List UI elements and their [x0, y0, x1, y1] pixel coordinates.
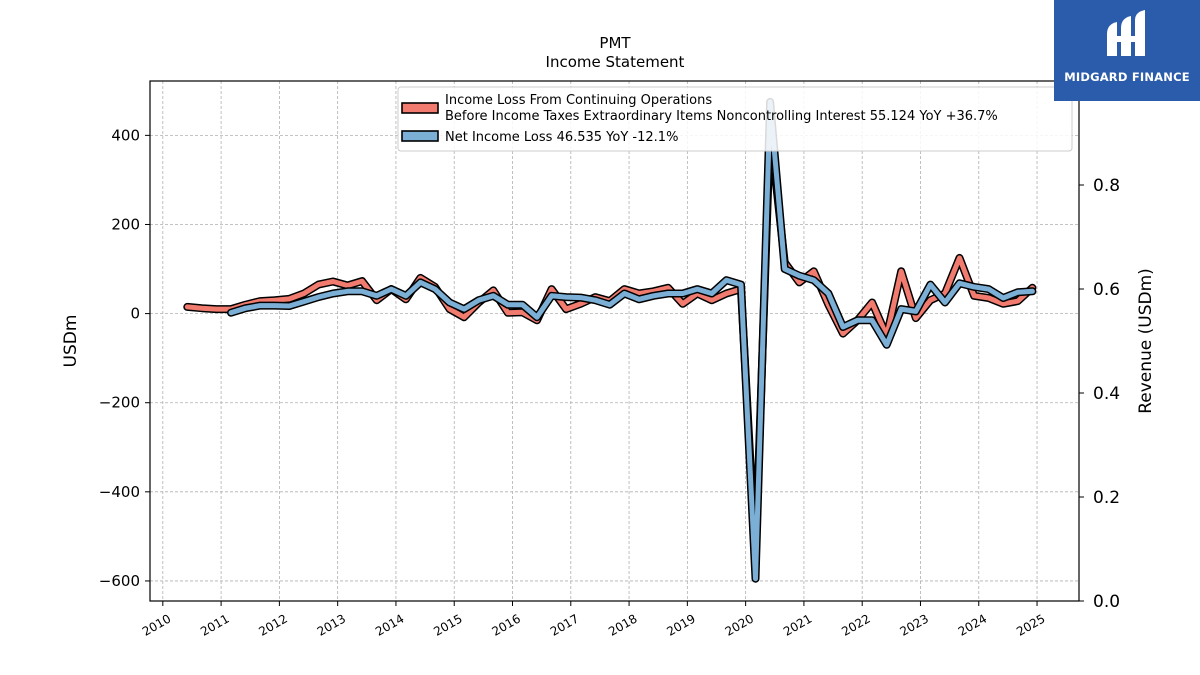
y-tick-label: −600 [99, 572, 140, 590]
legend-label-net-income: Net Income Loss 46.535 YoY -12.1% [445, 130, 678, 145]
chart-title: PMT [599, 34, 631, 52]
y-tick-label: 200 [111, 215, 140, 233]
series-net-income-outline [227, 97, 1037, 583]
x-tick-label: 2025 [1014, 611, 1047, 638]
x-tick-label: 2010 [140, 611, 173, 638]
x-tick-label: 2018 [606, 611, 639, 638]
y-right-tick-label: 0.0 [1093, 592, 1120, 612]
legend-label-pretax-income: Income Loss From Continuing Operations Be… [445, 93, 998, 124]
y-right-tick-label: 0.2 [1093, 488, 1120, 508]
y-tick-label: −400 [99, 483, 140, 501]
x-tick-label: 2020 [723, 611, 756, 638]
y-tick-label: 400 [111, 126, 140, 144]
y-tick-label: 0 [130, 305, 140, 323]
x-tick-label: 2021 [781, 611, 814, 638]
y-right-tick-label: 0.6 [1093, 280, 1120, 300]
midgard-finance-logo: MIDGARD FINANCE [1054, 0, 1200, 101]
y-right-tick-label: 0.8 [1093, 176, 1120, 196]
legend: Income Loss From Continuing Operations Be… [397, 86, 1073, 152]
logo-text: MIDGARD FINANCE [1064, 70, 1190, 84]
y-tick-label: −200 [99, 394, 140, 412]
axes: 2010 2011 2012 2013 2014 2015 2016 2017 2018 2019… [99, 126, 1120, 639]
x-tick-label: 2017 [548, 611, 581, 638]
series-pretax-income-line [184, 126, 1035, 559]
legend-swatch-net-income [401, 130, 439, 142]
x-tick-label: 2013 [315, 611, 348, 638]
x-tick-label: 2015 [431, 611, 464, 638]
series-layer [183, 97, 1037, 583]
y-right-tick-label: 0.4 [1093, 384, 1120, 404]
y-axis-right-label: Revenue (USDm) [1136, 268, 1156, 414]
x-tick-label: 2019 [664, 611, 697, 638]
plot-frame [149, 80, 1080, 602]
grid-lines [150, 81, 1079, 601]
y-axis-label: USDm [61, 315, 81, 368]
chart-subtitle: Income Statement [546, 53, 685, 71]
x-tick-label: 2014 [373, 611, 406, 638]
x-tick-label: 2024 [956, 611, 989, 638]
legend-swatch-pretax-income [401, 102, 439, 114]
series-pretax-income-outline [183, 124, 1037, 561]
midgard-logo-icon [1107, 10, 1145, 56]
legend-box [397, 86, 1073, 152]
series-net-income-line [228, 99, 1035, 582]
x-tick-label: 2022 [839, 611, 872, 638]
x-tick-label: 2012 [256, 611, 289, 638]
x-tick-label: 2023 [898, 611, 931, 638]
x-tick-label: 2011 [198, 611, 231, 638]
x-tick-label: 2016 [490, 611, 523, 638]
